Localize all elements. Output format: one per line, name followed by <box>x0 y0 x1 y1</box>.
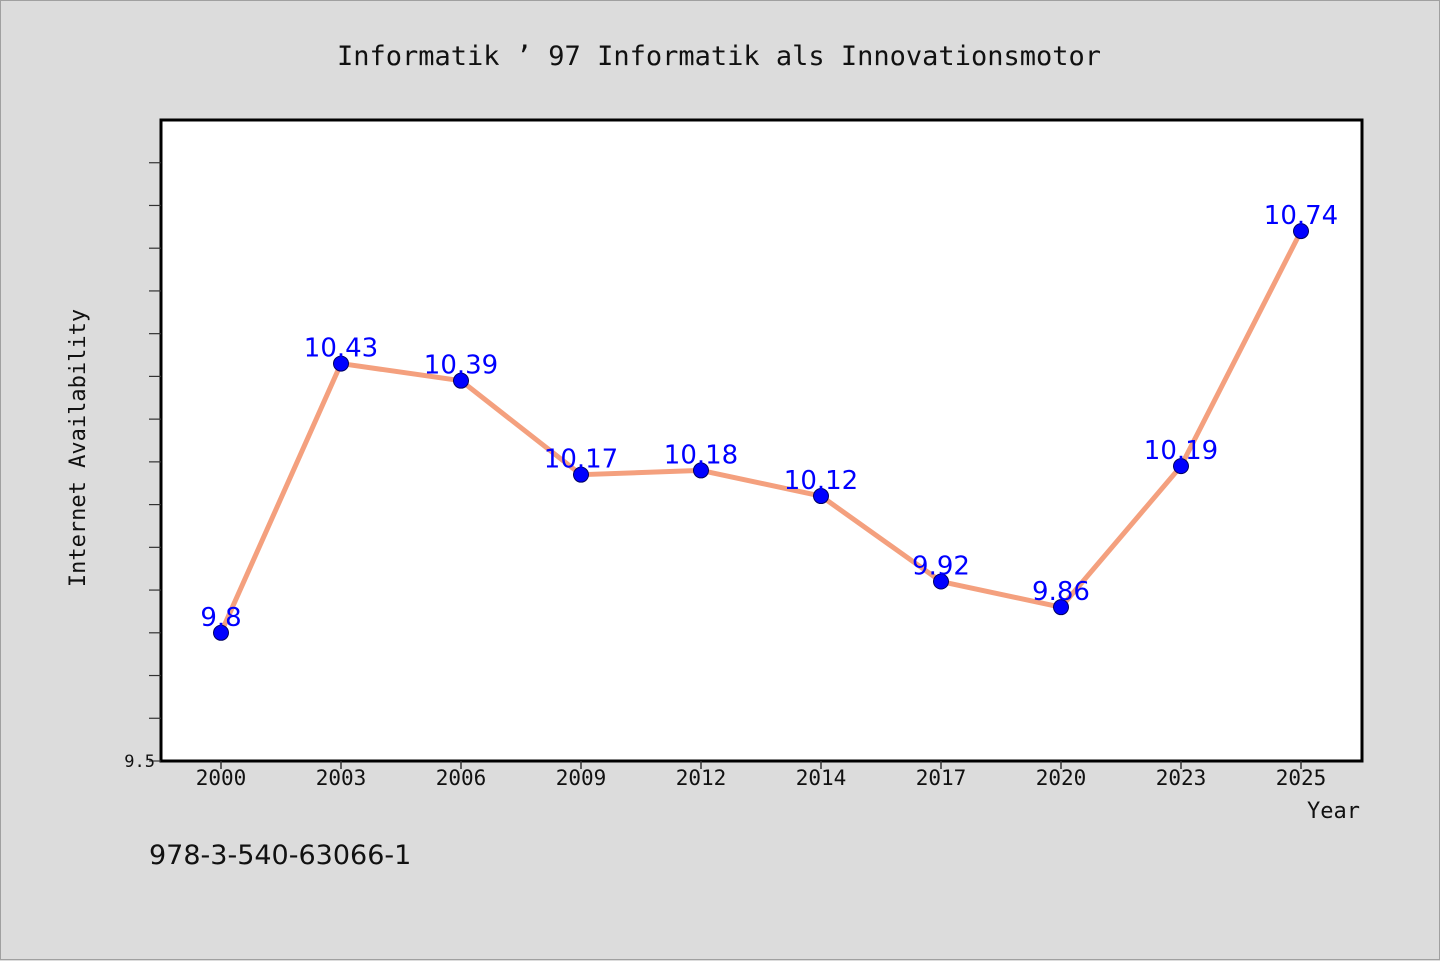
y-tick-label: 9.5 <box>124 752 155 772</box>
footer-isbn: 978-3-540-63066-1 <box>149 840 411 871</box>
data-label: 10.18 <box>664 440 738 470</box>
plot-area <box>159 118 1364 763</box>
x-tick-label: 2000 <box>196 766 247 790</box>
data-point <box>813 488 829 505</box>
data-label: 10.12 <box>784 466 858 496</box>
x-tick-label: 2012 <box>676 766 727 790</box>
data-point <box>213 624 229 641</box>
chart-title: Informatik ’ 97 Informatik als Innovatio… <box>337 41 1101 72</box>
data-point <box>333 355 349 372</box>
data-label: 10.17 <box>544 445 618 475</box>
data-point <box>1173 458 1189 475</box>
data-point <box>933 573 949 590</box>
y-axis-label: Internet Availability <box>66 309 91 587</box>
data-labels: 9.8 10.43 10.39 10.17 10.18 10.12 9.92 9.86 10.1… <box>200 201 1338 633</box>
x-tick-label: 2023 <box>1156 766 1207 790</box>
y-axis-ticks: 9.5 <box>124 162 161 772</box>
x-tick-label: 2009 <box>556 766 607 790</box>
x-tick-label: 2020 <box>1036 766 1087 790</box>
x-axis-ticks: 2000 2003 2006 2009 2012 2014 2017 2020 2023 2025 <box>196 761 1327 790</box>
x-axis-label: Year <box>1307 799 1360 824</box>
series-line <box>218 228 1304 636</box>
x-tick-label: 2014 <box>796 766 847 790</box>
data-point <box>453 372 469 389</box>
data-label: 9.92 <box>912 552 970 582</box>
data-label: 9.8 <box>200 603 241 633</box>
data-label: 9.86 <box>1032 577 1090 607</box>
x-tick-label: 2017 <box>916 766 967 790</box>
data-point <box>573 466 589 483</box>
data-label: 10.39 <box>424 351 498 381</box>
data-point <box>1293 223 1309 240</box>
x-tick-label: 2025 <box>1276 766 1327 790</box>
data-point <box>693 462 709 479</box>
x-tick-label: 2003 <box>316 766 367 790</box>
data-label: 10.19 <box>1144 436 1218 466</box>
data-label: 10.74 <box>1264 201 1338 231</box>
series-markers <box>213 223 1309 641</box>
data-label: 10.43 <box>304 334 378 364</box>
data-point <box>1053 599 1069 616</box>
x-tick-label: 2006 <box>436 766 487 790</box>
